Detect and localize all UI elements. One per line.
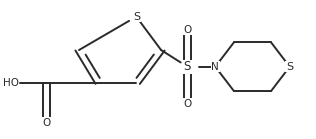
Text: O: O bbox=[183, 99, 191, 109]
Text: S: S bbox=[286, 62, 293, 72]
Text: S: S bbox=[184, 60, 191, 73]
Text: HO: HO bbox=[3, 78, 19, 88]
Text: O: O bbox=[183, 25, 191, 35]
Text: S: S bbox=[133, 12, 140, 22]
Text: O: O bbox=[42, 118, 51, 128]
Text: N: N bbox=[211, 62, 219, 72]
